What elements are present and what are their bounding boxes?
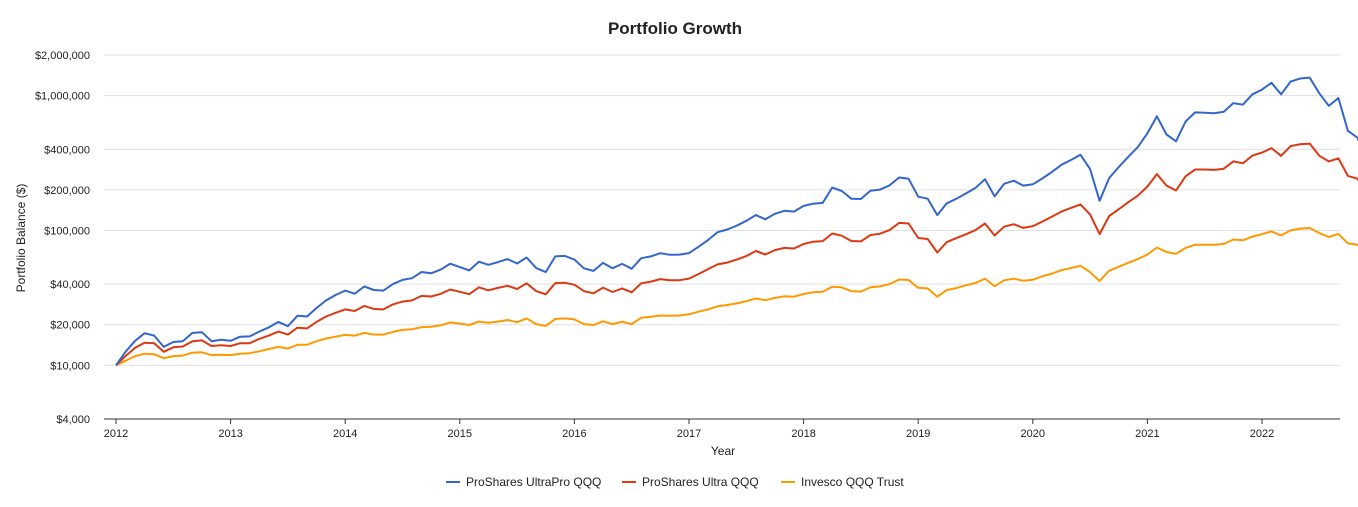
y-tick-label: $4,000 — [56, 414, 90, 426]
y-tick-label: $100,000 — [44, 225, 90, 237]
x-tick-label: 2016 — [562, 428, 586, 440]
x-tick-label: 2020 — [1021, 428, 1045, 440]
x-axis-label: Year — [711, 444, 735, 458]
series-line-invesco-qqq-trust — [115, 226, 1358, 367]
y-tick-label: $200,000 — [44, 185, 90, 197]
legend-item: ProShares Ultra QQQ — [622, 475, 759, 489]
x-tick-label: 2015 — [448, 428, 472, 440]
x-tick-label: 2019 — [906, 428, 930, 440]
legend: ProShares UltraPro QQQ ProShares Ultra QQ… — [446, 475, 904, 489]
legend-item: ProShares UltraPro QQQ — [446, 475, 601, 489]
x-tick-label: 2018 — [791, 428, 815, 440]
x-axis-ticks: 2012 2013 2014 2015 2016 2017 2018 2019 2020 2021… — [104, 419, 1274, 440]
x-tick-label: 2017 — [677, 428, 701, 440]
y-tick-label: $20,000 — [50, 320, 90, 332]
y-tick-label: $2,000,000 — [35, 50, 90, 62]
chart-title: Portfolio Growth — [608, 19, 742, 38]
x-tick-label: 2022 — [1250, 428, 1274, 440]
series-lines — [115, 76, 1358, 367]
legend-label: ProShares Ultra QQQ — [642, 475, 759, 489]
y-tick-label: $40,000 — [50, 279, 90, 291]
legend-label: ProShares UltraPro QQQ — [466, 475, 601, 489]
legend-label: Invesco QQQ Trust — [801, 475, 904, 489]
y-tick-label: $10,000 — [50, 360, 90, 372]
x-tick-label: 2012 — [104, 428, 128, 440]
y-tick-label: $400,000 — [44, 144, 90, 156]
series-line-proshares-ultrapro-qqq — [115, 76, 1358, 366]
y-axis-ticks: $4,000 $10,000 $20,000 $40,000 $100,000 $200,… — [35, 50, 90, 426]
x-tick-label: 2014 — [333, 428, 357, 440]
gridlines — [104, 54, 1340, 366]
series-line-proshares-ultra-qqq — [115, 142, 1358, 367]
legend-item: Invesco QQQ Trust — [781, 475, 904, 489]
x-tick-label: 2013 — [218, 428, 242, 440]
y-axis-label: Portfolio Balance ($) — [14, 184, 28, 293]
y-tick-label: $1,000,000 — [35, 91, 90, 103]
x-tick-label: 2021 — [1135, 428, 1159, 440]
